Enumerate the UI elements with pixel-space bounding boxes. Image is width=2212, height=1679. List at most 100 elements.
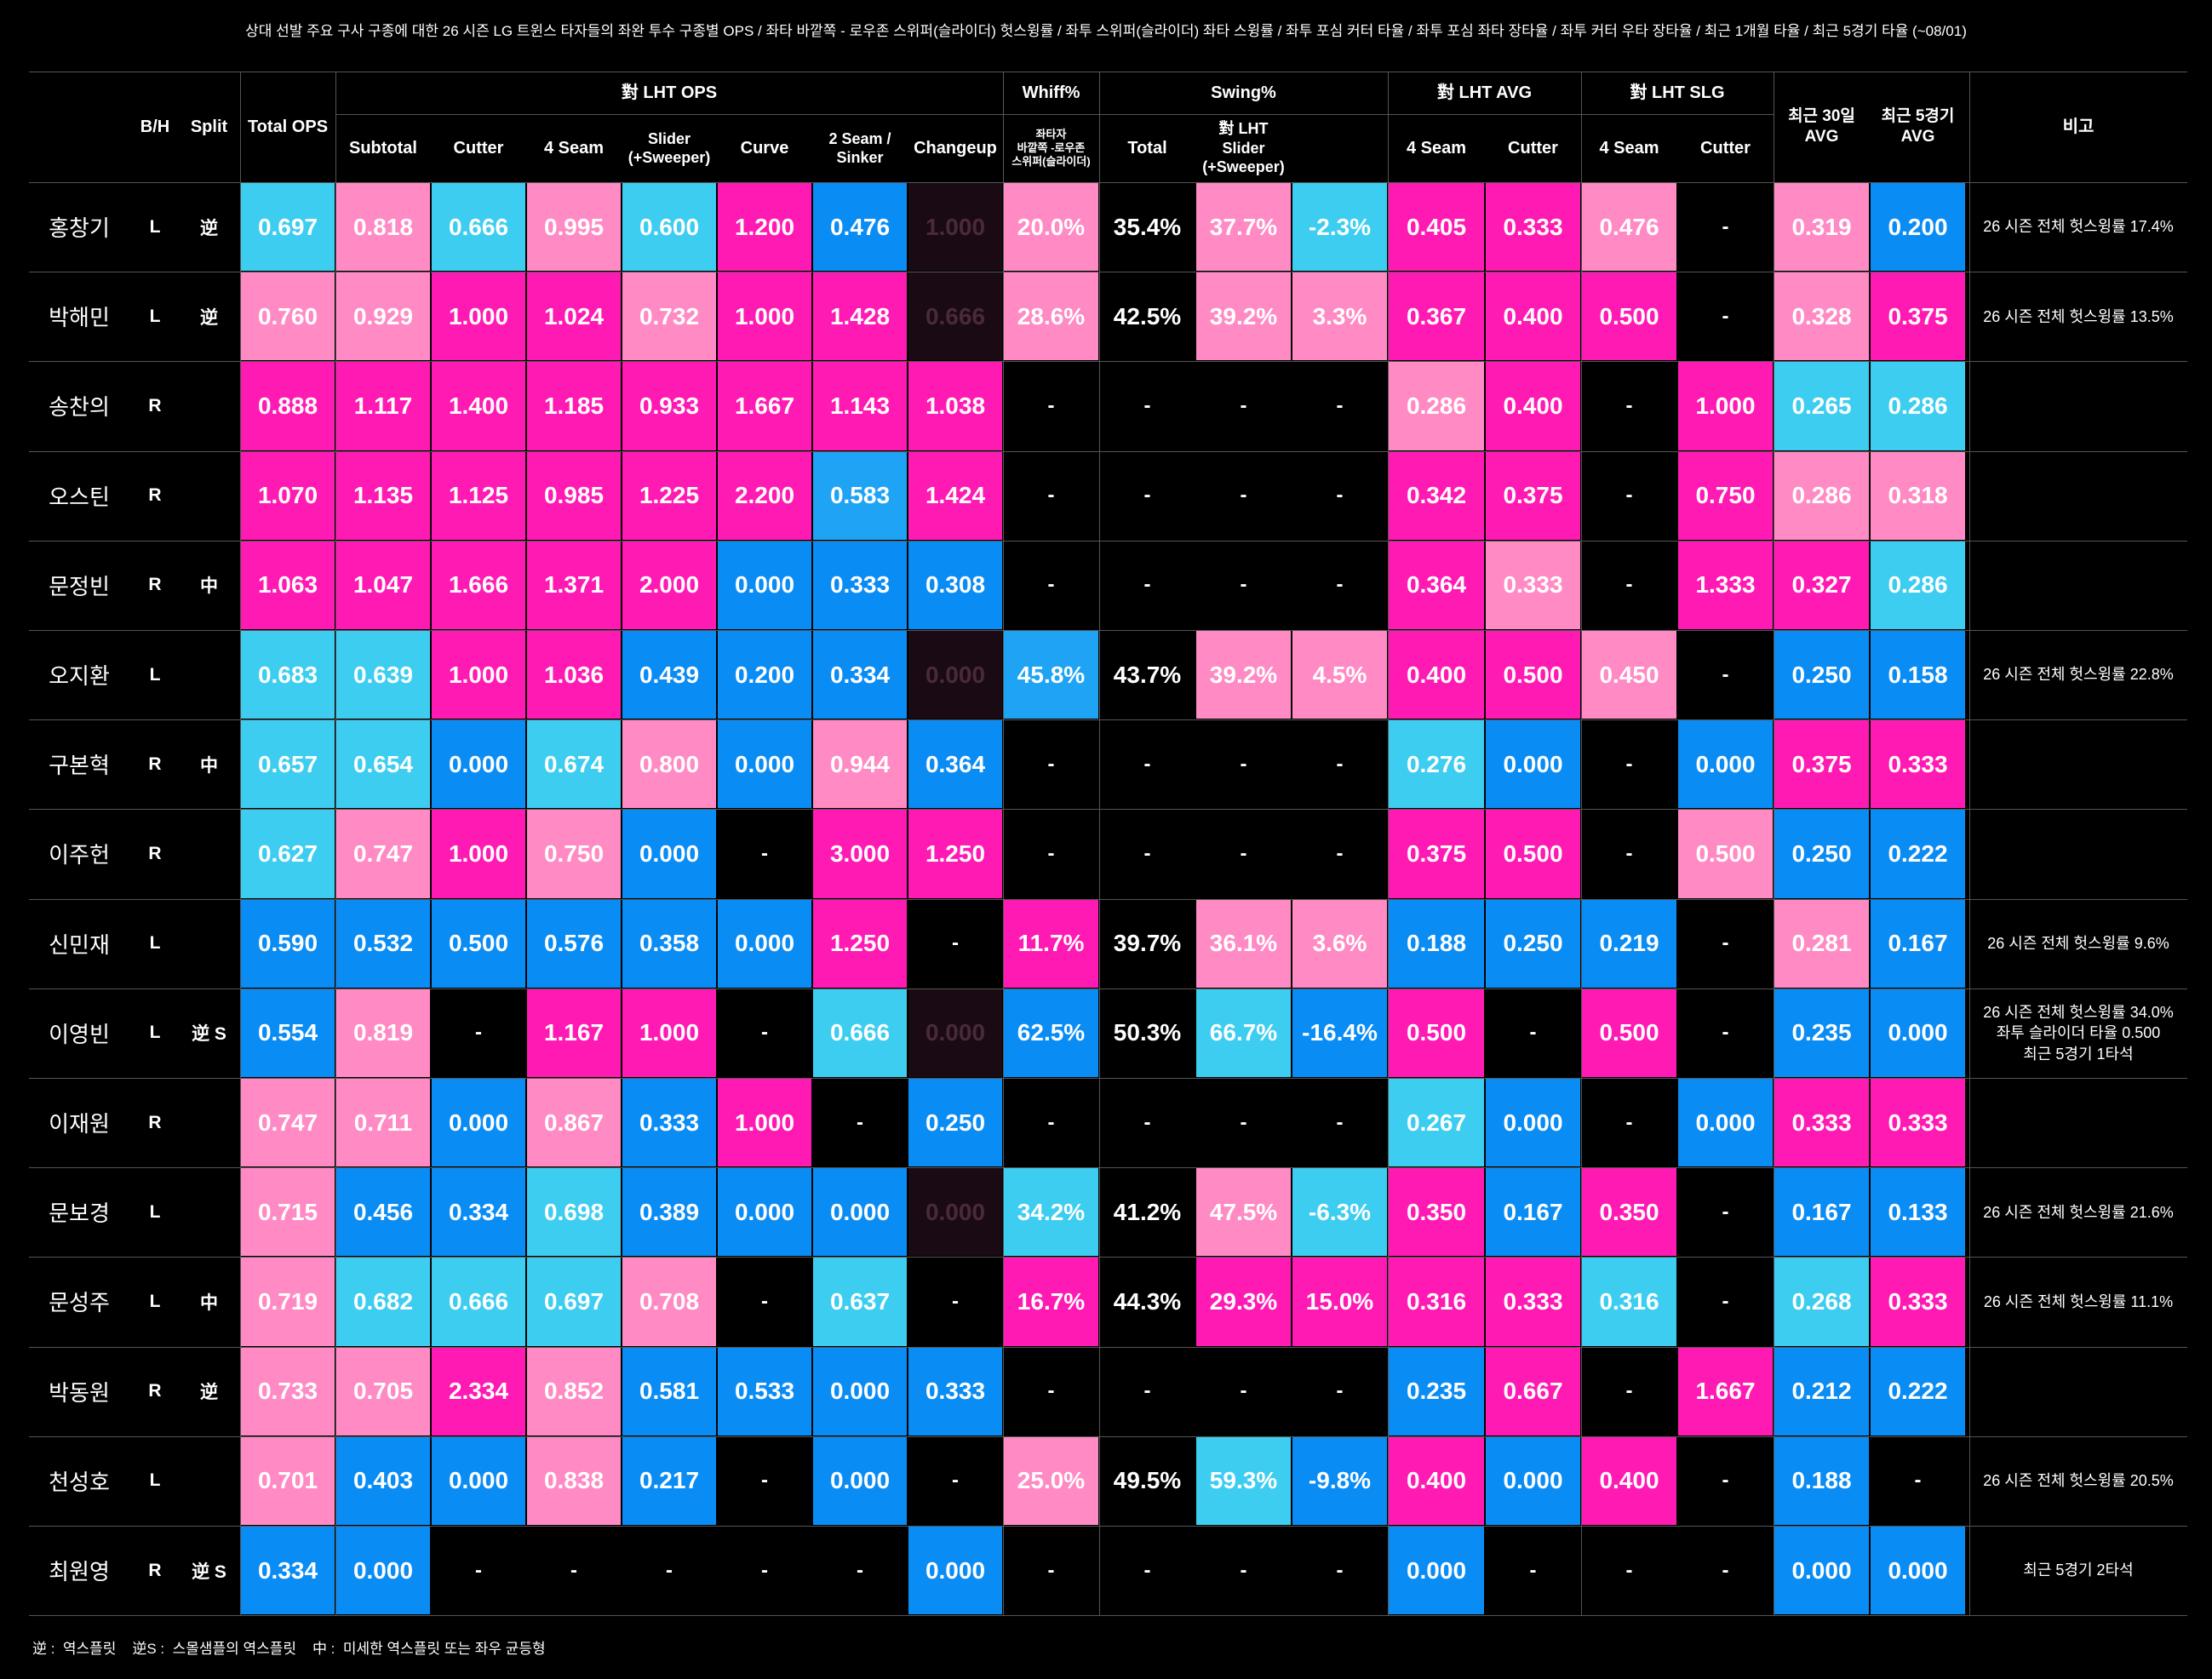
- table-cell: 0.158: [1871, 631, 1965, 719]
- table-cell: 50.3%: [1100, 988, 1195, 1077]
- column-divider: [335, 72, 336, 1616]
- table-cell: 0.333: [1871, 1079, 1965, 1167]
- player-name: 천성호: [49, 1469, 110, 1495]
- table-cell: 0.188: [1774, 1436, 1869, 1525]
- table-cell: -: [1871, 1436, 1965, 1525]
- player-name: 이영빈: [49, 1021, 110, 1047]
- header-group-whiff: Whiff%: [1022, 83, 1080, 102]
- header-group-lht-ops: 對 LHT OPS: [621, 83, 718, 102]
- table-cell: 0.400: [1486, 362, 1580, 450]
- table-cell: 0.637: [813, 1258, 907, 1346]
- table-cell: -: [1582, 541, 1676, 629]
- table-cell: 15.0%: [1292, 1258, 1387, 1346]
- row-divider: [29, 1526, 2187, 1527]
- split-cell: [181, 1079, 237, 1166]
- table-cell: 0.286: [1389, 362, 1484, 450]
- table-cell: 34.2%: [1004, 1168, 1098, 1257]
- footnote-legend: 逆 : 역스플릿 逆S : 스몰샘플의 역스플릿 中 : 미세한 역스플릿 또는…: [32, 1641, 546, 1657]
- header-swing-lht-slider: 對 LHT Slider (+Sweeper): [1202, 120, 1285, 176]
- table-cell: 0.667: [1486, 1347, 1580, 1435]
- table-cell: 0.657: [241, 720, 335, 809]
- table-cell: 0.333: [1774, 1079, 1869, 1167]
- group-divider: [335, 114, 1003, 115]
- table-cell: 0.719: [241, 1258, 335, 1346]
- table-cell: 1.000: [432, 810, 525, 898]
- player-name: 박해민: [49, 305, 110, 331]
- table-cell: 1.125: [432, 451, 525, 540]
- table-cell: 0.000: [1871, 1527, 1965, 1615]
- table-cell: 0.367: [1389, 272, 1484, 361]
- bh-cell: R: [148, 1560, 162, 1580]
- player-name: 오지환: [49, 663, 110, 690]
- header-total-ops: Total OPS: [247, 117, 329, 136]
- table-cell: 0.333: [1486, 541, 1580, 629]
- split-cell: 逆: [200, 307, 218, 328]
- split-cell: [181, 1437, 237, 1525]
- table-cell: 0.705: [336, 1347, 430, 1435]
- table-cell: 0.000: [1774, 1527, 1869, 1615]
- header-swing-total: Total: [1127, 138, 1167, 158]
- table-cell: 0.985: [527, 451, 621, 540]
- table-cell: -: [1100, 1079, 1195, 1167]
- table-cell: 0.000: [1678, 1079, 1773, 1167]
- table-cell: 1.063: [241, 541, 335, 629]
- table-cell: -2.3%: [1292, 183, 1387, 272]
- table-cell: -: [718, 1527, 811, 1615]
- table-cell: 0.333: [908, 1347, 1002, 1435]
- table-cell: -: [1196, 541, 1291, 629]
- table-cell: 1.036: [527, 631, 621, 719]
- table-cell: 0.500: [1486, 810, 1580, 898]
- header-avg30: 최근 30일 AVG: [1788, 107, 1855, 146]
- table-cell: 0.318: [1871, 451, 1965, 540]
- table-cell: 1.666: [432, 541, 525, 629]
- table-cell: -: [1292, 1079, 1387, 1167]
- table-cell: 62.5%: [1004, 988, 1098, 1077]
- player-name: 문정빈: [49, 573, 110, 599]
- table-cell: 0.333: [813, 541, 907, 629]
- table-cell: 0.000: [432, 1436, 525, 1525]
- table-cell: -: [813, 1527, 907, 1615]
- table-cell: 0.715: [241, 1168, 335, 1257]
- table-cell: 29.3%: [1196, 1258, 1291, 1346]
- split-cell: [181, 631, 237, 719]
- bh-cell: L: [149, 1291, 161, 1311]
- bh-cell: L: [149, 306, 161, 326]
- table-cell: 0.000: [1678, 720, 1773, 809]
- split-cell: [181, 900, 237, 988]
- table-cell: -: [1004, 810, 1098, 898]
- table-cell: 0.268: [1774, 1258, 1869, 1346]
- table-cell: 0.554: [241, 988, 335, 1077]
- header-curve: Curve: [740, 138, 789, 158]
- table-cell: -: [1196, 1079, 1291, 1167]
- table-cell: 0.342: [1389, 451, 1484, 540]
- table-cell: 0.405: [1389, 183, 1484, 272]
- table-cell: 1.424: [908, 451, 1002, 540]
- table-cell: 0.838: [527, 1436, 621, 1525]
- table-cell: -: [1100, 1347, 1195, 1435]
- bh-cell: L: [149, 1023, 161, 1043]
- table-cell: 2.000: [622, 541, 716, 629]
- table-cell: 0.000: [908, 1527, 1002, 1615]
- table-cell: -: [432, 988, 525, 1077]
- bh-cell: R: [148, 1381, 162, 1401]
- table-cell: 0.281: [1774, 899, 1869, 988]
- table-cell: 0.747: [336, 810, 430, 898]
- header-four-seam: 4 Seam: [543, 138, 605, 158]
- table-cell: 0.000: [718, 1168, 811, 1257]
- note-cell: 26 시즌 전체 헛스윙률 20.5%: [1983, 1472, 2174, 1490]
- table-cell: -: [718, 1436, 811, 1525]
- row-divider: [29, 1615, 2187, 1617]
- table-cell: 1.333: [1678, 541, 1773, 629]
- table-cell: 1.667: [1678, 1347, 1773, 1435]
- split-cell: [181, 810, 237, 897]
- table-cell: 25.0%: [1004, 1436, 1098, 1525]
- note-cell: 26 시즌 전체 헛스윙률 9.6%: [1987, 935, 2169, 953]
- note-cell: [1970, 810, 2186, 897]
- bh-cell: R: [148, 1112, 162, 1132]
- table-cell: -: [1678, 631, 1773, 719]
- table-cell: 0.250: [908, 1079, 1002, 1167]
- table-cell: 0.235: [1774, 988, 1869, 1077]
- table-cell: 0.327: [1774, 541, 1869, 629]
- table-cell: 0.334: [813, 631, 907, 719]
- table-cell: 45.8%: [1004, 631, 1098, 719]
